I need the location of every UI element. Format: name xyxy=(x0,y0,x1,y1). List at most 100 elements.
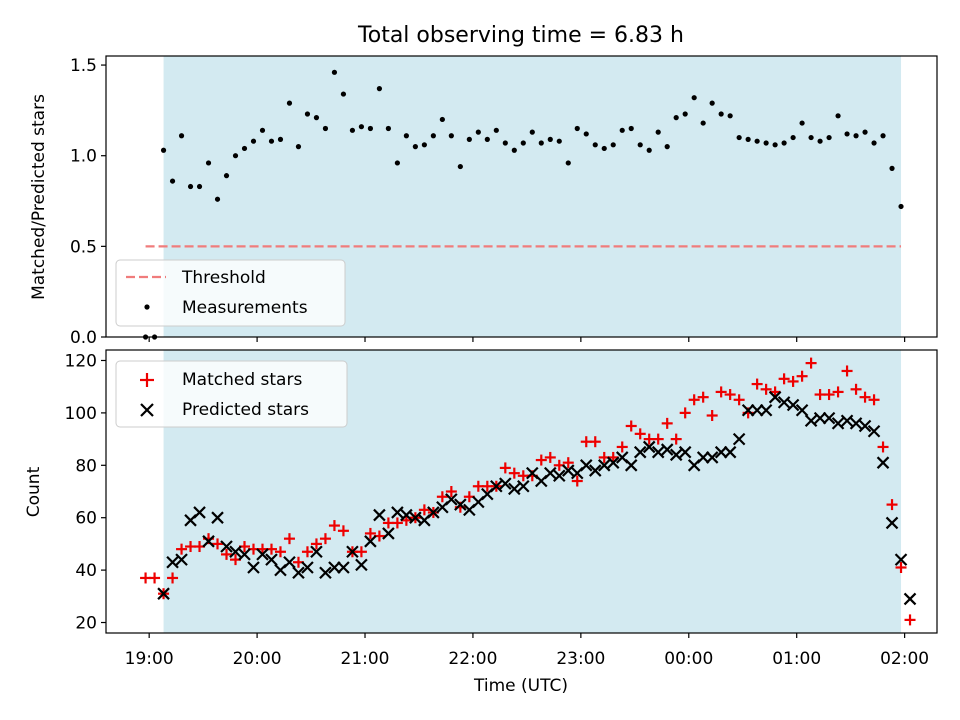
measurement-point xyxy=(457,163,463,170)
matched-star-point xyxy=(283,533,295,545)
matched-star-point xyxy=(508,467,520,479)
predicted-star-point xyxy=(849,417,863,430)
measurement-point xyxy=(772,142,778,148)
measurement-point xyxy=(205,160,212,166)
predicted-star-point xyxy=(624,459,638,472)
predicted-star-point xyxy=(193,506,206,519)
matched-star-point xyxy=(149,572,161,584)
matched-star-point xyxy=(328,520,340,532)
measurement-point xyxy=(601,145,607,152)
measurement-point xyxy=(403,133,409,139)
predicted-star-point xyxy=(813,411,827,425)
predicted-star-point xyxy=(517,479,530,493)
predicted-star-point xyxy=(256,548,269,561)
measurement-point xyxy=(817,138,823,144)
predicted-star-point xyxy=(768,390,782,404)
predicted-star-point xyxy=(786,398,800,412)
predicted-star-point xyxy=(400,508,413,522)
predicted-star-point xyxy=(840,414,854,428)
predicted-star-point xyxy=(499,477,512,490)
measurement-point xyxy=(259,127,266,133)
matched-legend-label: Matched stars xyxy=(182,370,302,390)
bottom-panel: 20 40 60 80 100 120 19:00 20:00 21:00 22:00 23:00… xyxy=(24,349,938,696)
measurement-point xyxy=(484,136,490,142)
predicted-star-point xyxy=(175,553,188,566)
matched-star-point xyxy=(724,389,736,401)
predicted-star-point xyxy=(804,414,818,428)
measurement-point xyxy=(538,140,544,146)
top-x-ticks xyxy=(148,337,906,342)
measurement-point xyxy=(502,140,508,146)
predicted-star-point xyxy=(409,511,422,524)
matched-star-point xyxy=(679,407,691,419)
measurement-point xyxy=(718,111,724,117)
matched-star-point xyxy=(760,383,772,395)
predicted-star-point xyxy=(490,479,503,493)
predicted-star-point xyxy=(894,553,908,566)
matched-star-point xyxy=(544,451,556,463)
measurement-point xyxy=(628,125,634,132)
measurement-point xyxy=(700,120,706,126)
measurement-point xyxy=(862,129,868,135)
predicted-star-point xyxy=(741,403,755,417)
measurement-point xyxy=(682,111,688,117)
predicted-star-point xyxy=(229,545,242,559)
top-y-tick-label: 0.5 xyxy=(70,237,97,257)
predicted-star-point xyxy=(328,561,341,574)
matched-star-point xyxy=(841,365,853,377)
predicted-star-point xyxy=(283,555,296,569)
matched-star-point xyxy=(751,378,763,390)
measurement-point xyxy=(808,134,814,141)
measurement-point xyxy=(331,69,338,75)
measurement-point xyxy=(529,129,535,135)
measurement-point xyxy=(727,113,733,119)
x-tick-label: 23:00 xyxy=(556,649,605,669)
matched-star-point xyxy=(499,462,511,474)
measurement-point xyxy=(853,133,859,139)
predicted-star-point xyxy=(292,566,305,580)
matched-star-point xyxy=(796,370,808,382)
measurements-legend-icon xyxy=(144,304,150,310)
matched-star-point xyxy=(688,394,700,406)
predicted-star-point xyxy=(606,456,620,469)
threshold-legend-label: Threshold xyxy=(181,268,266,288)
measurement-point xyxy=(610,142,616,148)
measurement-point xyxy=(367,125,374,132)
matched-star-point xyxy=(634,428,646,440)
top-y-tick-label: 0.0 xyxy=(70,328,97,348)
measurement-point xyxy=(268,138,275,144)
predicted-legend-label: Predicted stars xyxy=(182,400,309,420)
measurement-point xyxy=(475,129,481,135)
measurement-point xyxy=(736,134,742,141)
x-tick-label: 00:00 xyxy=(664,649,713,669)
chart-title: Total observing time = 6.83 h xyxy=(357,23,684,48)
measurement-point xyxy=(664,144,670,150)
measurement-point xyxy=(520,140,526,146)
predicted-star-point xyxy=(867,424,881,438)
measurement-point xyxy=(565,160,571,166)
matched-star-point xyxy=(805,357,817,369)
measurement-point xyxy=(223,173,230,179)
measurement-point xyxy=(646,147,652,153)
matched-star-point xyxy=(274,546,286,558)
matched-legend-icon xyxy=(140,373,154,387)
predicted-star-point xyxy=(202,535,215,548)
predicted-star-point xyxy=(211,511,224,524)
predicted-star-point xyxy=(714,445,728,459)
measurement-point xyxy=(871,140,877,146)
matched-star-point xyxy=(562,457,574,469)
measurement-point xyxy=(322,125,329,132)
predicted-star-point xyxy=(579,459,593,472)
matched-star-point xyxy=(607,451,619,463)
measurement-point xyxy=(655,129,661,135)
matched-star-point xyxy=(436,491,448,503)
measurement-point xyxy=(835,113,841,119)
measurement-point xyxy=(178,133,185,139)
matched-star-point xyxy=(445,486,457,497)
predicted-star-point xyxy=(732,432,746,446)
measurement-point xyxy=(250,138,257,144)
predicted-star-point xyxy=(651,445,665,459)
predicted-star-point xyxy=(723,445,737,459)
matched-star-point xyxy=(167,572,179,584)
measurement-point xyxy=(511,147,517,153)
